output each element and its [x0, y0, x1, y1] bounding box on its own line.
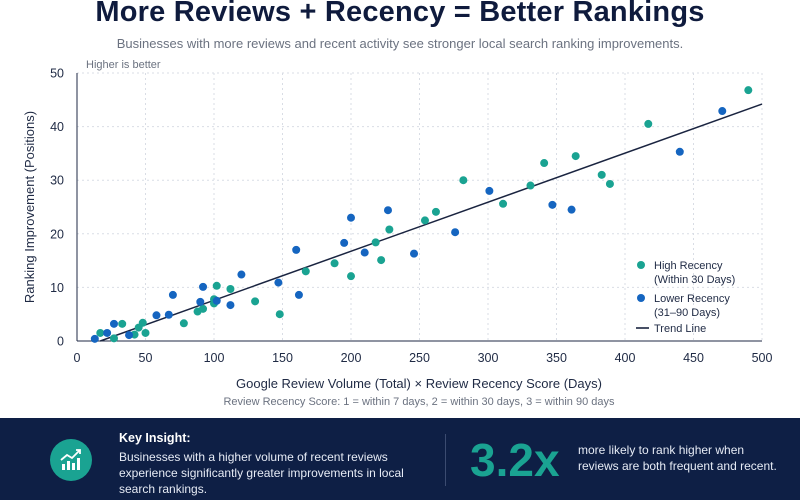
insight-text: Businesses with a higher volume of recen…	[119, 450, 404, 496]
y-axis-label: Ranking Improvement (Positions)	[22, 111, 37, 303]
lower-recency-point	[164, 310, 173, 319]
lower-recency-point	[360, 248, 369, 257]
legend: High Recency (Within 30 Days) Lower Recenc…	[636, 260, 735, 335]
y-tick-label: 50	[50, 67, 64, 81]
high-recency-point	[301, 267, 310, 276]
x-tick-label: 250	[409, 351, 430, 365]
high-recency-point	[385, 225, 394, 234]
x-tick-label: 50	[139, 351, 153, 365]
y-tick-label: 20	[50, 227, 64, 241]
axes: 0 50 100 150 200 250 300 350 400 450 500 0 10 20 30 40 5…	[50, 67, 772, 366]
high-recency-point	[420, 216, 429, 225]
high-recency-point	[275, 310, 284, 319]
lower-recency-point	[90, 334, 99, 343]
high-recency-point	[226, 285, 235, 294]
stat-description: more likely to rank higher when reviews …	[578, 443, 777, 473]
lower-recency-point	[718, 107, 727, 116]
lower-recency-point	[451, 228, 460, 237]
stat-value: 3.2x	[470, 434, 560, 486]
lower-recency-point	[294, 290, 303, 299]
y-tick-label: 0	[57, 335, 64, 349]
lower-recency-point	[548, 200, 557, 209]
high-recency-point	[330, 259, 339, 268]
high-recency-point	[371, 238, 380, 247]
x-tick-label: 200	[341, 351, 362, 365]
scatter-chart: 0 50 100 150 200 250 300 350 400 450 500 0 10 20 30 40 5…	[22, 59, 772, 408]
high-recency-point	[109, 334, 118, 343]
high-recency-point	[138, 318, 147, 327]
y-tick-label: 30	[50, 174, 64, 188]
legend-label: (Within 30 Days)	[654, 274, 735, 286]
data-points	[90, 86, 753, 343]
legend-label: Trend Line	[654, 323, 706, 335]
insight-title: Key Insight:	[119, 431, 191, 445]
high-recency-point	[347, 272, 355, 281]
higher-is-better-annotation: Higher is better	[86, 59, 161, 71]
lower-recency-point	[383, 206, 392, 215]
high-recency-point	[499, 199, 508, 208]
lower-recency-point	[485, 186, 494, 195]
x-tick-label: 400	[615, 351, 636, 365]
lower-recency-point	[292, 245, 301, 254]
x-tick-label: 300	[478, 351, 499, 365]
high-recency-point	[377, 256, 386, 265]
high-recency-point	[118, 319, 127, 328]
lower-recency-point	[152, 311, 161, 320]
lower-recency-point	[340, 238, 349, 247]
high-recency-point	[540, 159, 549, 168]
x-axis-label: Google Review Volume (Total) × Review Re…	[236, 376, 602, 391]
footer-divider	[445, 434, 446, 486]
x-tick-label: 0	[74, 351, 81, 365]
lower-recency-point	[103, 328, 112, 337]
high-recency-point	[597, 170, 606, 179]
high-recency-point	[212, 281, 221, 290]
x-tick-label: 350	[546, 351, 567, 365]
lower-recency-point	[212, 296, 221, 305]
high-recency-point	[251, 297, 260, 306]
x-tick-label: 500	[752, 351, 773, 365]
lower-recency-point	[410, 249, 419, 258]
lower-recency-point	[168, 290, 177, 299]
high-recency-point	[179, 319, 188, 328]
high-recency-point	[526, 181, 535, 190]
high-recency-point	[96, 328, 105, 337]
lower-recency-point	[347, 213, 355, 222]
lower-recency-point	[237, 270, 246, 279]
high-recency-point	[644, 119, 653, 128]
lower-recency-point	[196, 297, 205, 306]
x-tick-label: 100	[204, 351, 225, 365]
lower-recency-point	[199, 282, 208, 291]
recency-score-note: Review Recency Score: 1 = within 7 days,…	[223, 396, 615, 408]
chart-subtitle: Businesses with more reviews and recent …	[116, 36, 684, 51]
lower-recency-point	[567, 205, 576, 214]
high-recency-point	[459, 176, 468, 185]
legend-marker-lower-recency	[637, 294, 645, 302]
x-tick-label: 150	[272, 351, 293, 365]
trend-up-chart-icon	[50, 439, 92, 481]
legend-label: (31–90 Days)	[654, 307, 720, 319]
high-recency-point	[605, 179, 614, 188]
legend-label: Lower Recency	[654, 293, 730, 305]
legend-label: High Recency	[654, 260, 723, 272]
lower-recency-point	[109, 319, 118, 328]
key-insight-banner: Key Insight: Businesses with a higher vo…	[0, 418, 800, 500]
lower-recency-point	[675, 147, 684, 156]
chart-title: More Reviews + Recency = Better Rankings	[95, 0, 705, 28]
high-recency-point	[141, 328, 150, 337]
y-tick-label: 10	[50, 281, 64, 295]
high-recency-point	[571, 152, 580, 161]
y-tick-label: 40	[50, 120, 64, 134]
lower-recency-point	[125, 331, 134, 340]
high-recency-point	[431, 207, 440, 216]
x-tick-label: 450	[683, 351, 704, 365]
legend-marker-high-recency	[637, 261, 645, 269]
lower-recency-point	[274, 278, 283, 287]
lower-recency-point	[226, 301, 235, 310]
high-recency-point	[199, 304, 208, 313]
high-recency-point	[744, 86, 753, 95]
